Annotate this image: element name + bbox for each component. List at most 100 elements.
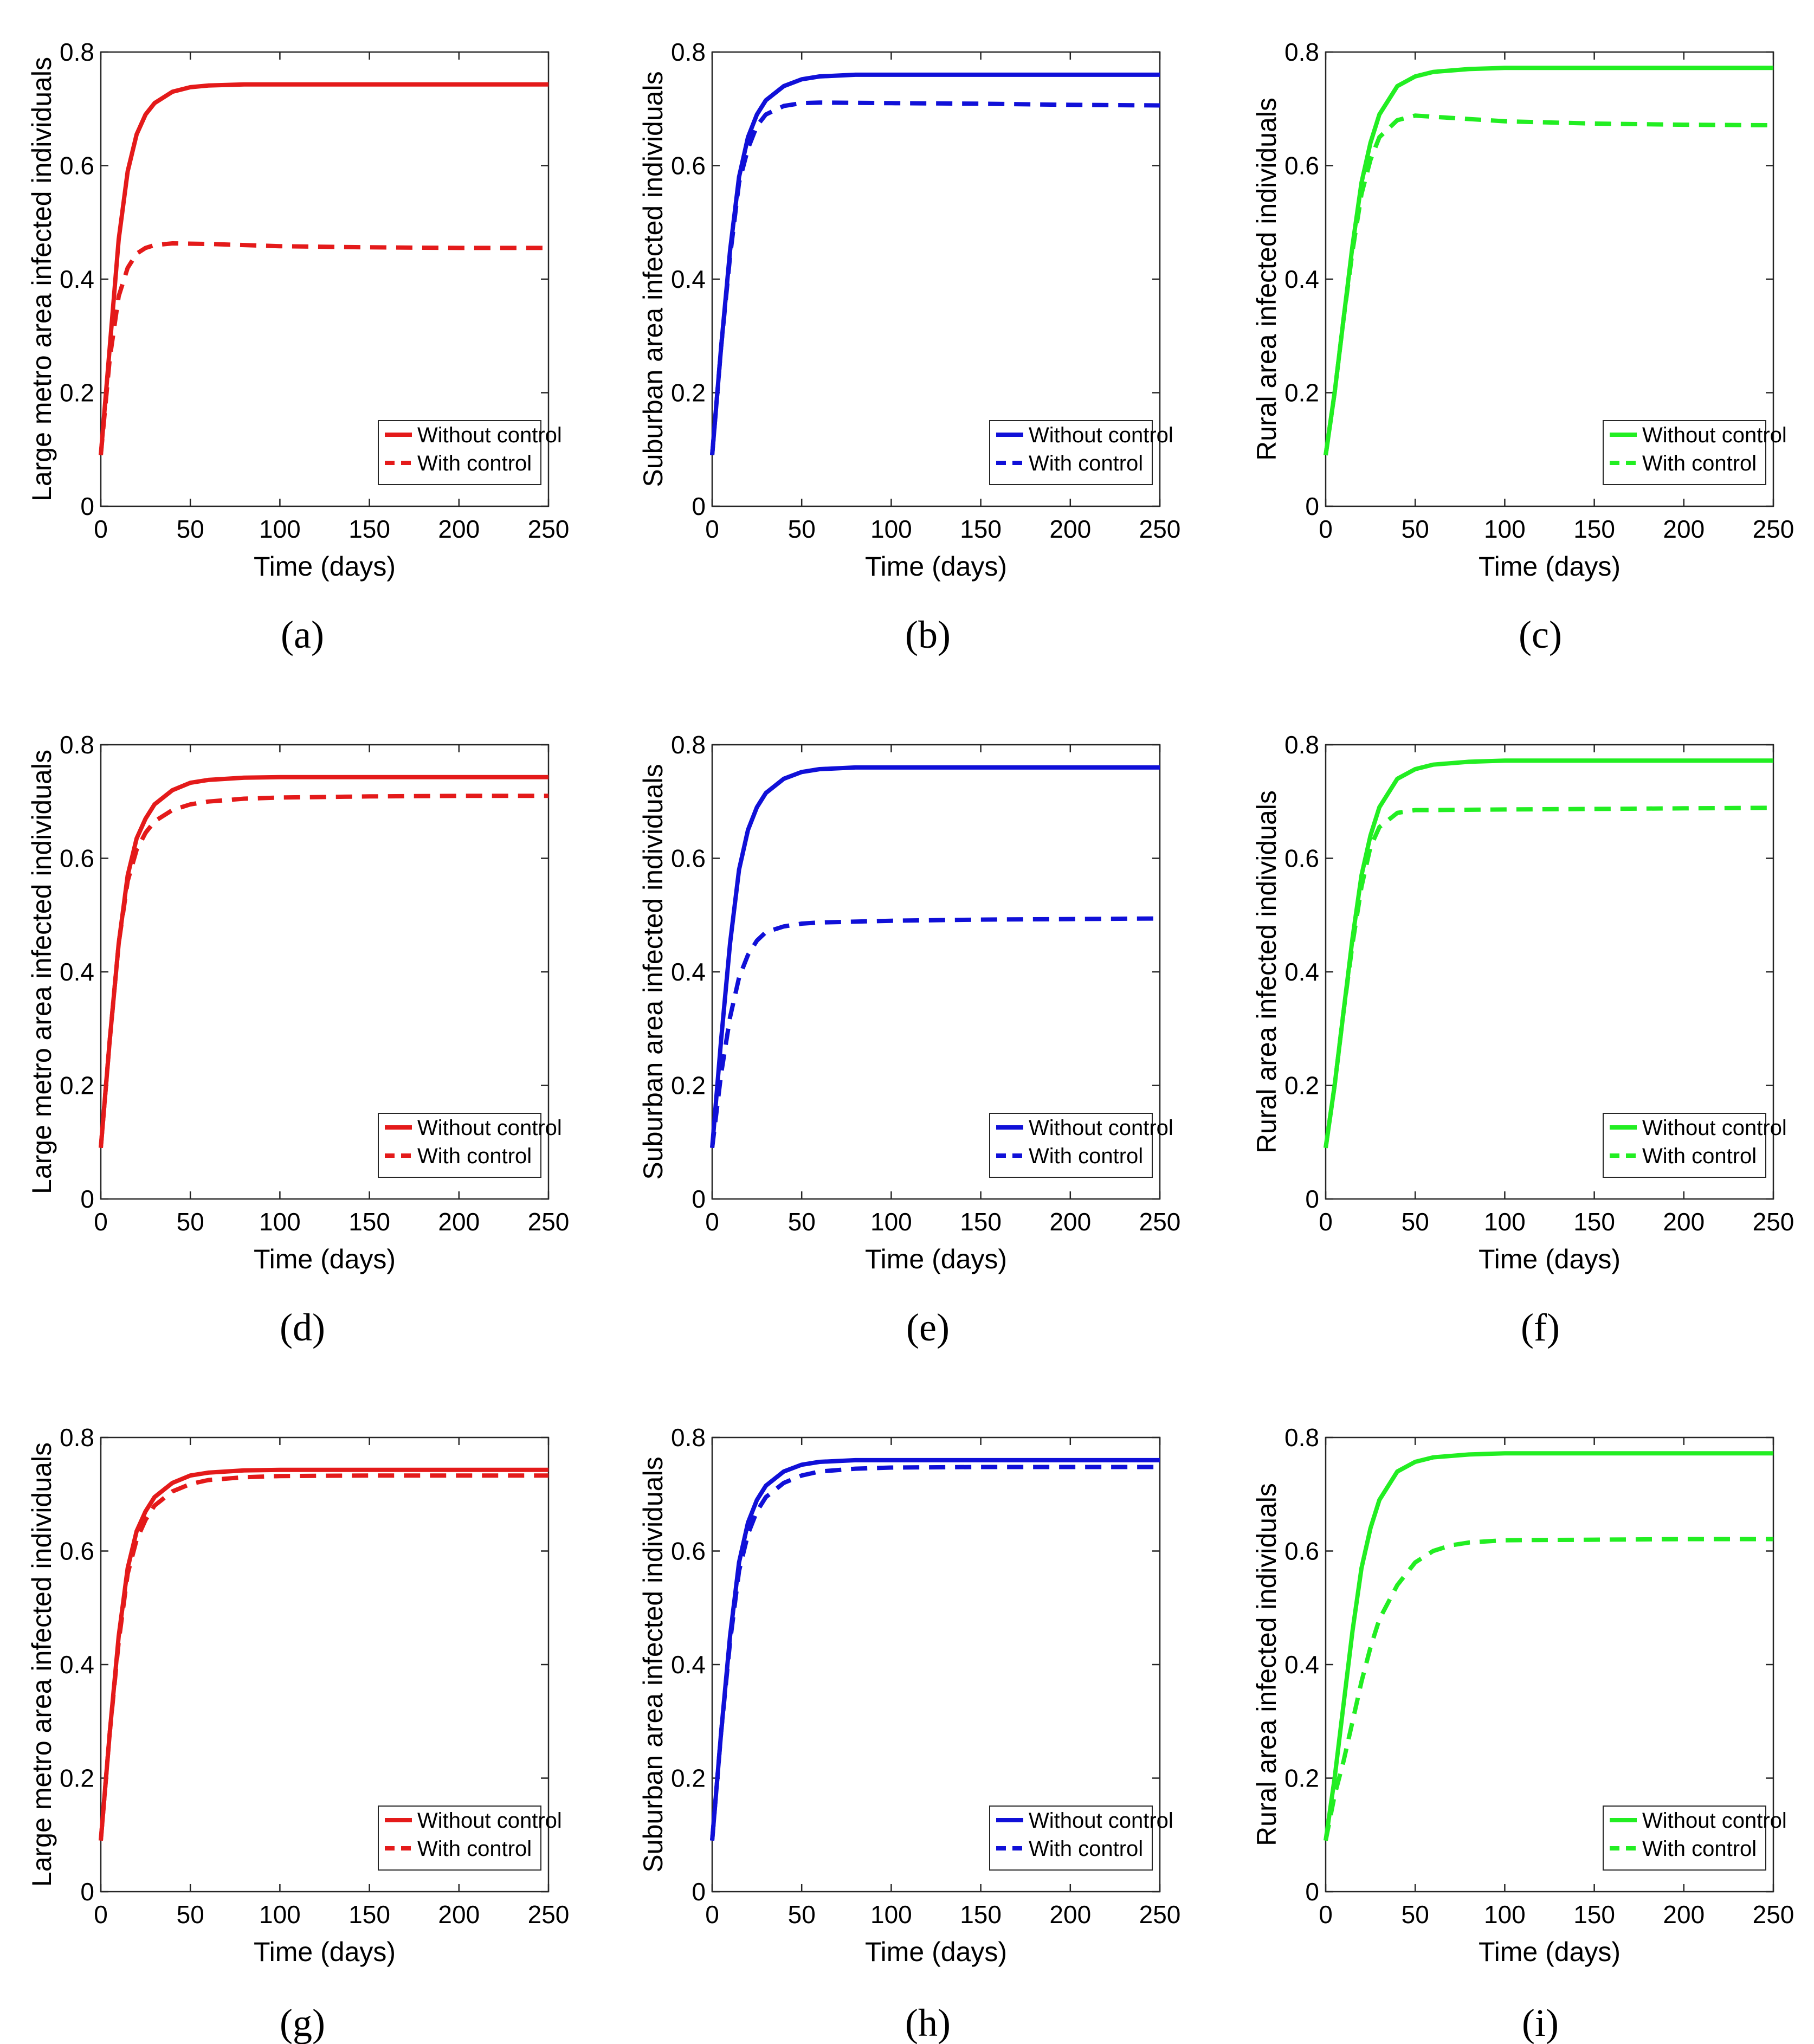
x-tick-label: 250 [528,1900,570,1929]
y-tick-label: 0.2 [60,1072,94,1100]
x-tick-label: 200 [1049,1208,1091,1236]
x-tick-label: 100 [870,1900,912,1929]
x-tick-label: 0 [705,515,719,543]
panel-caption: (b) [905,613,951,656]
y-tick-label: 0.4 [671,958,706,986]
legend-label: With control [1029,1837,1143,1861]
x-axis-label: Time (days) [1479,1937,1621,1967]
legend: Without control With control [1603,420,1787,485]
legend-label: Without control [1642,1809,1787,1833]
x-tick-label: 150 [960,1208,1002,1236]
series-line-with-control [710,100,1160,456]
y-tick-label: 0.6 [60,152,94,180]
panel-d: 0 50 100 150 200 250 0 0.2 0.4 0.6 0.8 Time (days) L… [27,731,569,1349]
x-tick-label: 0 [94,515,108,543]
panel-a: 0 50 100 150 200 250 0 0.2 0.4 0.6 0.8 Time (days) L… [27,38,569,656]
legend-box [989,1113,1153,1178]
x-tick-label: 150 [960,1900,1002,1929]
panel-caption: (a) [281,613,324,656]
y-tick-label: 0 [692,1878,706,1906]
legend-label: Without control [1642,423,1787,447]
x-tick-label: 250 [1139,515,1181,543]
x-tick-label: 50 [788,515,816,543]
series-line-with-control [1324,805,1774,1149]
legend-label: Without control [1642,1116,1787,1140]
x-tick-label: 200 [1663,515,1705,543]
panel-e: 0 50 100 150 200 250 0 0.2 0.4 0.6 0.8 Time (days) S… [638,731,1180,1349]
x-tick-label: 200 [1663,1208,1705,1236]
x-tick-label: 250 [528,515,570,543]
x-tick-label: 100 [1484,515,1526,543]
x-tick-label: 200 [438,1208,480,1236]
x-tick-label: 0 [1319,1900,1333,1929]
legend: Without control With control [1603,1113,1787,1178]
x-tick-label: 100 [259,1900,301,1929]
y-tick-label: 0.6 [1284,152,1319,180]
series-line-with-control [99,794,548,1149]
x-tick-label: 50 [177,1900,204,1929]
y-axis-label: Large metro area infected individuals [27,750,57,1194]
x-axis-label: Time (days) [1479,1244,1621,1274]
legend-label: With control [1642,1144,1757,1168]
x-tick-label: 100 [870,1208,912,1236]
series-line-without-control [99,775,548,1149]
x-tick-label: 150 [348,515,390,543]
legend-label: Without control [1029,1809,1173,1833]
y-tick-label: 0.6 [671,844,706,873]
y-tick-label: 0.2 [60,1764,94,1792]
series-line-without-control [1324,1451,1773,1841]
panel-caption: (i) [1522,2001,1559,2044]
y-tick-label: 0.2 [1284,1764,1319,1792]
y-axis-label: Suburban area infected individuals [638,71,668,487]
x-tick-label: 0 [94,1900,108,1929]
y-tick-label: 0 [1305,1878,1319,1906]
x-tick-label: 50 [1402,1208,1429,1236]
panel-caption: (g) [280,2001,325,2044]
legend-box [989,1806,1153,1871]
legend-box [1603,1806,1766,1871]
y-tick-label: 0 [1305,1185,1319,1213]
y-tick-label: 0.6 [1284,1537,1319,1565]
x-tick-label: 250 [1139,1900,1181,1929]
x-tick-label: 0 [1319,1208,1333,1236]
panel-f: 0 50 100 150 200 250 0 0.2 0.4 0.6 0.8 Time (days) R… [1251,731,1794,1349]
series-line-with-control [1324,113,1774,456]
y-tick-label: 0.4 [671,1650,706,1679]
y-tick-label: 0.6 [1284,844,1319,873]
y-tick-label: 0 [80,1878,94,1906]
y-tick-label: 0 [1305,492,1319,520]
panel-i: 0 50 100 150 200 250 0 0.2 0.4 0.6 0.8 Time (days) R… [1251,1423,1794,2044]
y-tick-label: 0.6 [671,152,706,180]
y-axis-label: Rural area infected individuals [1251,98,1282,461]
x-tick-label: 0 [705,1900,719,1929]
y-axis-label: Rural area infected individuals [1251,790,1282,1153]
x-tick-label: 50 [788,1900,816,1929]
y-tick-label: 0.4 [60,265,94,293]
legend-label: With control [417,452,532,475]
x-axis-label: Time (days) [1479,551,1621,582]
series-line-without-control [710,72,1160,456]
y-tick-label: 0 [692,1185,706,1213]
x-tick-label: 200 [1049,1900,1091,1929]
legend: Without control With control [1603,1806,1787,1871]
series-line-with-control [710,916,1160,1149]
panel-caption: (d) [280,1306,325,1349]
y-tick-label: 0.2 [671,1072,706,1100]
y-tick-label: 0.4 [60,1650,94,1679]
x-tick-label: 250 [1753,515,1794,543]
x-tick-label: 0 [1319,515,1333,543]
legend-label: Without control [1029,423,1173,447]
y-tick-label: 0.2 [671,1764,706,1792]
y-tick-label: 0.4 [1284,958,1319,986]
legend-label: With control [417,1144,532,1168]
y-tick-label: 0.6 [60,844,94,873]
legend: Without control With control [378,1806,562,1871]
panel-g: 0 50 100 150 200 250 0 0.2 0.4 0.6 0.8 Time (days) L… [27,1423,569,2044]
x-axis-label: Time (days) [865,551,1007,582]
y-tick-label: 0 [80,492,94,520]
y-tick-label: 0 [80,1185,94,1213]
panel-caption: (e) [906,1306,950,1349]
x-tick-label: 150 [348,1208,390,1236]
panel-c: 0 50 100 150 200 250 0 0.2 0.4 0.6 0.8 Time (days) R… [1251,38,1794,656]
